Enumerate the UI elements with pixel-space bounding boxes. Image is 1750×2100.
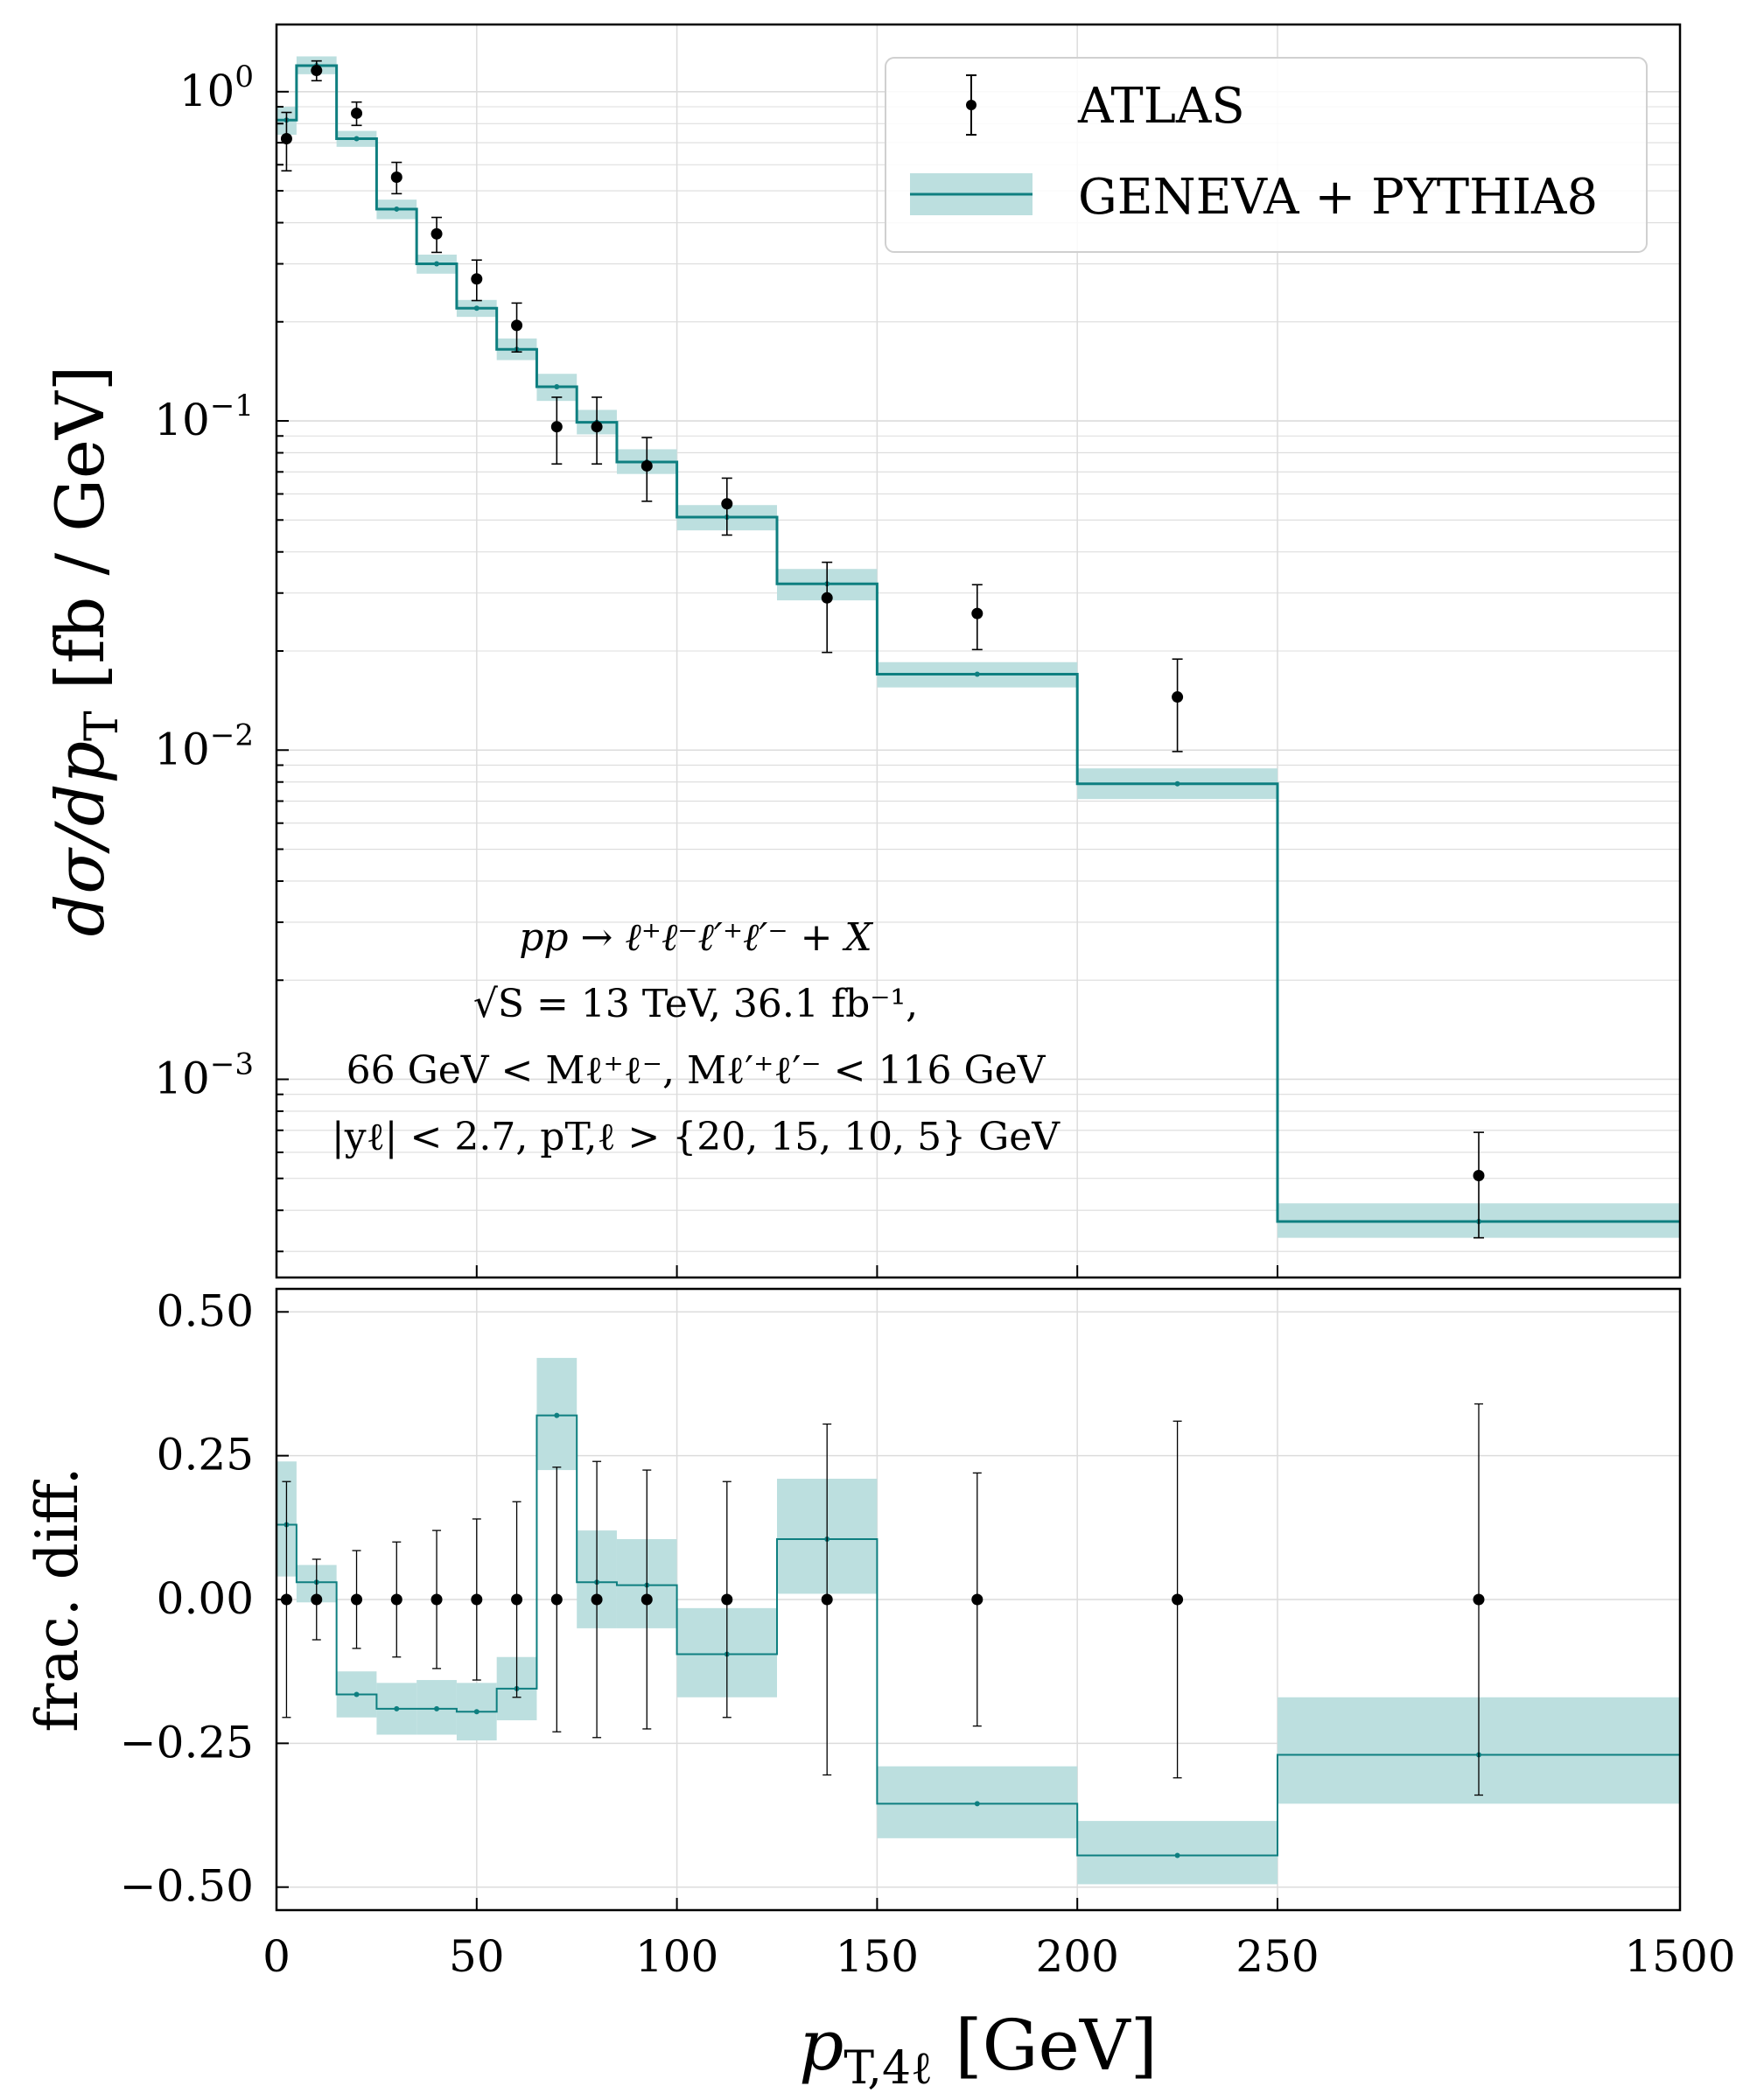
ratio-data-point	[511, 1593, 523, 1606]
legend-model-label: GENEVA + PYTHIA8	[1078, 169, 1598, 226]
main-data-point	[511, 319, 523, 332]
main-model-bin-point	[1174, 780, 1180, 787]
ratio-data-point	[821, 1593, 833, 1606]
main-data-point	[390, 171, 402, 183]
ratio-tick-layer: −0.50 −0.25 0.00 0.25 0.50	[120, 1285, 289, 1912]
main-y-tick-label: 10−3	[154, 1046, 254, 1103]
ratio-data-point	[471, 1593, 483, 1606]
ratio-model-bin-point	[473, 1709, 480, 1715]
main-data-point	[821, 592, 833, 604]
main-data-point	[430, 228, 443, 240]
main-model-bin-point	[974, 671, 980, 677]
x-tick-label: 50	[449, 1931, 505, 1982]
ratio-data-point	[430, 1593, 443, 1606]
ratio-model-bin-point	[354, 1691, 360, 1698]
main-data-point	[280, 132, 292, 144]
x-tick-label: 200	[1035, 1931, 1118, 1982]
process-annotation: pp → ℓ⁺ℓ⁻ℓ′⁺ℓ′⁻ + X √S = 13 TeV, 36.1 fb…	[332, 915, 1060, 1159]
x-tick-label: 150	[836, 1931, 919, 1982]
x-tick-label: 100	[635, 1931, 718, 1982]
legend-model-marker	[910, 173, 1032, 215]
ratio-data-point	[311, 1593, 323, 1606]
main-model-bin-point	[354, 136, 360, 142]
annotation-process: pp → ℓ⁺ℓ⁻ℓ′⁺ℓ′⁻ + X	[519, 915, 873, 960]
ratio-data-point	[550, 1593, 563, 1606]
main-data-point	[1172, 691, 1184, 704]
main-y-title-main: dσ/dp	[41, 741, 119, 936]
main-data-point	[1473, 1170, 1485, 1182]
main-y-tick-label: 100	[179, 60, 254, 116]
ratio-model-bin-point	[1174, 1852, 1180, 1858]
ratio-data-point	[971, 1593, 984, 1606]
x-tick-label: 1500	[1624, 1931, 1735, 1982]
x-title-subscript: T,4ℓ	[844, 2042, 933, 2095]
annotation-energy: √S = 13 TeV, 36.1 fb⁻¹,	[473, 982, 918, 1026]
ratio-model-bin-point	[394, 1705, 400, 1712]
main-model-bin-point	[473, 305, 480, 312]
ratio-y-tick-label: 0.00	[157, 1573, 254, 1624]
ratio-y-axis-title: frac. diff.	[24, 1466, 91, 1732]
main-y-title-subscript: T	[76, 710, 129, 741]
legend-frame	[885, 57, 1648, 253]
ratio-y-tick-label: 0.50	[157, 1285, 254, 1336]
legend: ATLAS GENEVA + PYTHIA8	[885, 57, 1648, 253]
main-y-tick-label: 10−1	[154, 388, 254, 445]
x-axis-title: pT,4ℓ [GeV]	[799, 2005, 1158, 2095]
x-title-main: p	[799, 2005, 844, 2086]
legend-atlas-label: ATLAS	[1077, 78, 1245, 135]
ratio-model-bin-point	[434, 1705, 440, 1712]
main-data-point	[721, 498, 733, 510]
x-tick-layer: 0 50 100 150 200 250 1500	[262, 1265, 1736, 1982]
ratio-model-step-line	[276, 1414, 1680, 1857]
ratio-model-bin-point	[974, 1801, 980, 1807]
main-data-layer	[280, 60, 1485, 1239]
ratio-data-point	[1172, 1593, 1184, 1606]
x-tick-label: 0	[262, 1931, 290, 1982]
main-data-point	[640, 459, 653, 472]
x-title-units: [GeV]	[933, 2005, 1158, 2086]
main-data-point	[550, 421, 563, 433]
ratio-data-point	[390, 1593, 402, 1606]
main-y-tick-label: 10−2	[154, 718, 254, 774]
main-data-point	[971, 607, 984, 620]
main-data-point	[591, 421, 603, 433]
main-tick-layer: 100 10−1 10−2 10−3	[154, 60, 289, 1253]
ratio-data-point	[1473, 1593, 1485, 1606]
ratio-data-point	[591, 1593, 603, 1606]
ratio-data-point	[640, 1593, 653, 1606]
ratio-model-uncertainty-band	[1077, 1821, 1278, 1885]
x-tick-label: 250	[1236, 1931, 1319, 1982]
ratio-data-point	[351, 1593, 363, 1606]
ratio-y-tick-label: −0.50	[120, 1861, 254, 1912]
main-data-point	[311, 65, 323, 77]
main-model-bin-point	[394, 206, 400, 212]
main-data-point	[471, 273, 483, 285]
main-y-title-units: [fb / GeV]	[41, 366, 119, 711]
annotation-mass-window: 66 GeV < Mℓ⁺ℓ⁻, Mℓ′⁺ℓ′⁻ < 116 GeV	[346, 1048, 1046, 1093]
main-y-axis-title: dσ/dpT [fb / GeV]	[41, 366, 129, 937]
annotation-cuts: |yℓ| < 2.7, pT,ℓ > {20, 15, 10, 5} GeV	[332, 1115, 1060, 1159]
ratio-y-tick-label: 0.25	[157, 1430, 254, 1480]
ratio-y-tick-label: −0.25	[120, 1717, 254, 1768]
ratio-model-bin-point	[554, 1412, 560, 1418]
main-model-bin-point	[434, 261, 440, 267]
legend-atlas-marker	[966, 74, 976, 136]
main-model-bin-point	[554, 383, 560, 389]
ratio-data-point	[721, 1593, 733, 1606]
main-data-point	[351, 107, 363, 119]
